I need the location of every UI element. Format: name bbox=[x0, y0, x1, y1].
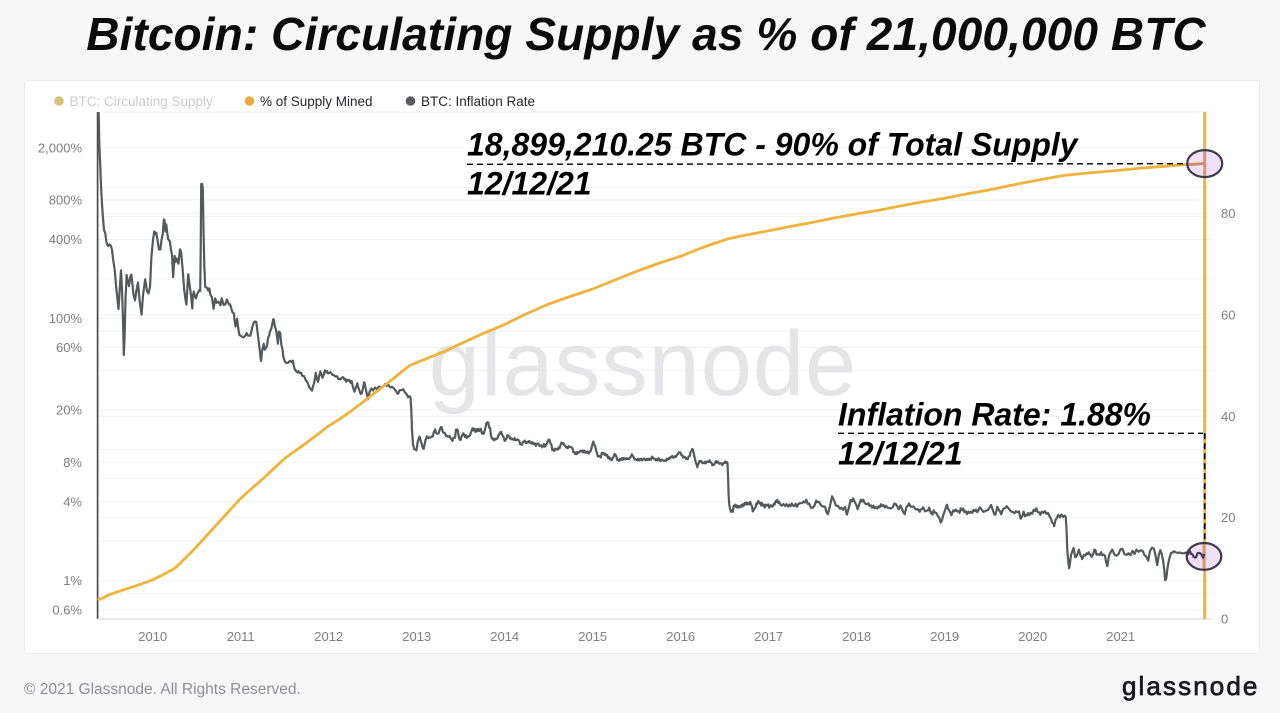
svg-text:18,899,210.25 BTC - 90% of Tot: 18,899,210.25 BTC - 90% of Total Supply bbox=[467, 127, 1080, 163]
svg-text:BTC: Inflation Rate: BTC: Inflation Rate bbox=[421, 94, 535, 109]
svg-text:80: 80 bbox=[1221, 206, 1235, 221]
svg-text:% of Supply Mined: % of Supply Mined bbox=[260, 94, 373, 109]
svg-text:2019: 2019 bbox=[930, 629, 959, 644]
svg-text:2014: 2014 bbox=[490, 629, 519, 644]
svg-text:© 2021 Glassnode. All Rights R: © 2021 Glassnode. All Rights Reserved. bbox=[24, 681, 301, 698]
svg-text:60: 60 bbox=[1221, 307, 1235, 322]
svg-text:glassnode: glassnode bbox=[429, 313, 857, 415]
svg-text:1%: 1% bbox=[63, 573, 82, 588]
svg-text:Inflation Rate: 1.88%: Inflation Rate: 1.88% bbox=[838, 396, 1151, 432]
svg-text:0: 0 bbox=[1221, 612, 1228, 627]
svg-text:20%: 20% bbox=[56, 403, 82, 418]
svg-text:2,000%: 2,000% bbox=[38, 140, 83, 155]
svg-text:100%: 100% bbox=[49, 311, 83, 326]
svg-text:60%: 60% bbox=[56, 340, 82, 355]
svg-text:BTC: Circulating Supply: BTC: Circulating Supply bbox=[70, 94, 214, 109]
svg-text:2010: 2010 bbox=[138, 629, 167, 644]
svg-text:2018: 2018 bbox=[842, 629, 871, 644]
svg-text:2016: 2016 bbox=[666, 629, 695, 644]
svg-text:0.6%: 0.6% bbox=[52, 602, 82, 617]
svg-text:800%: 800% bbox=[49, 193, 83, 208]
svg-text:400%: 400% bbox=[49, 232, 83, 247]
svg-text:2017: 2017 bbox=[754, 629, 783, 644]
svg-text:2011: 2011 bbox=[227, 629, 255, 644]
svg-text:2020: 2020 bbox=[1018, 629, 1047, 644]
svg-text:2021: 2021 bbox=[1106, 629, 1135, 644]
svg-text:2015: 2015 bbox=[578, 629, 607, 644]
svg-text:40: 40 bbox=[1221, 409, 1235, 424]
svg-text:Bitcoin: Circulating Supply as: Bitcoin: Circulating Supply as % of 21,0… bbox=[86, 8, 1206, 60]
svg-text:2013: 2013 bbox=[402, 629, 431, 644]
svg-text:2012: 2012 bbox=[314, 629, 343, 644]
svg-text:12/12/21: 12/12/21 bbox=[467, 166, 592, 202]
svg-text:glassnode: glassnode bbox=[1122, 671, 1259, 701]
svg-text:20: 20 bbox=[1221, 510, 1235, 525]
svg-text:12/12/21: 12/12/21 bbox=[838, 436, 963, 472]
svg-text:8%: 8% bbox=[63, 455, 82, 470]
svg-text:4%: 4% bbox=[63, 494, 82, 509]
